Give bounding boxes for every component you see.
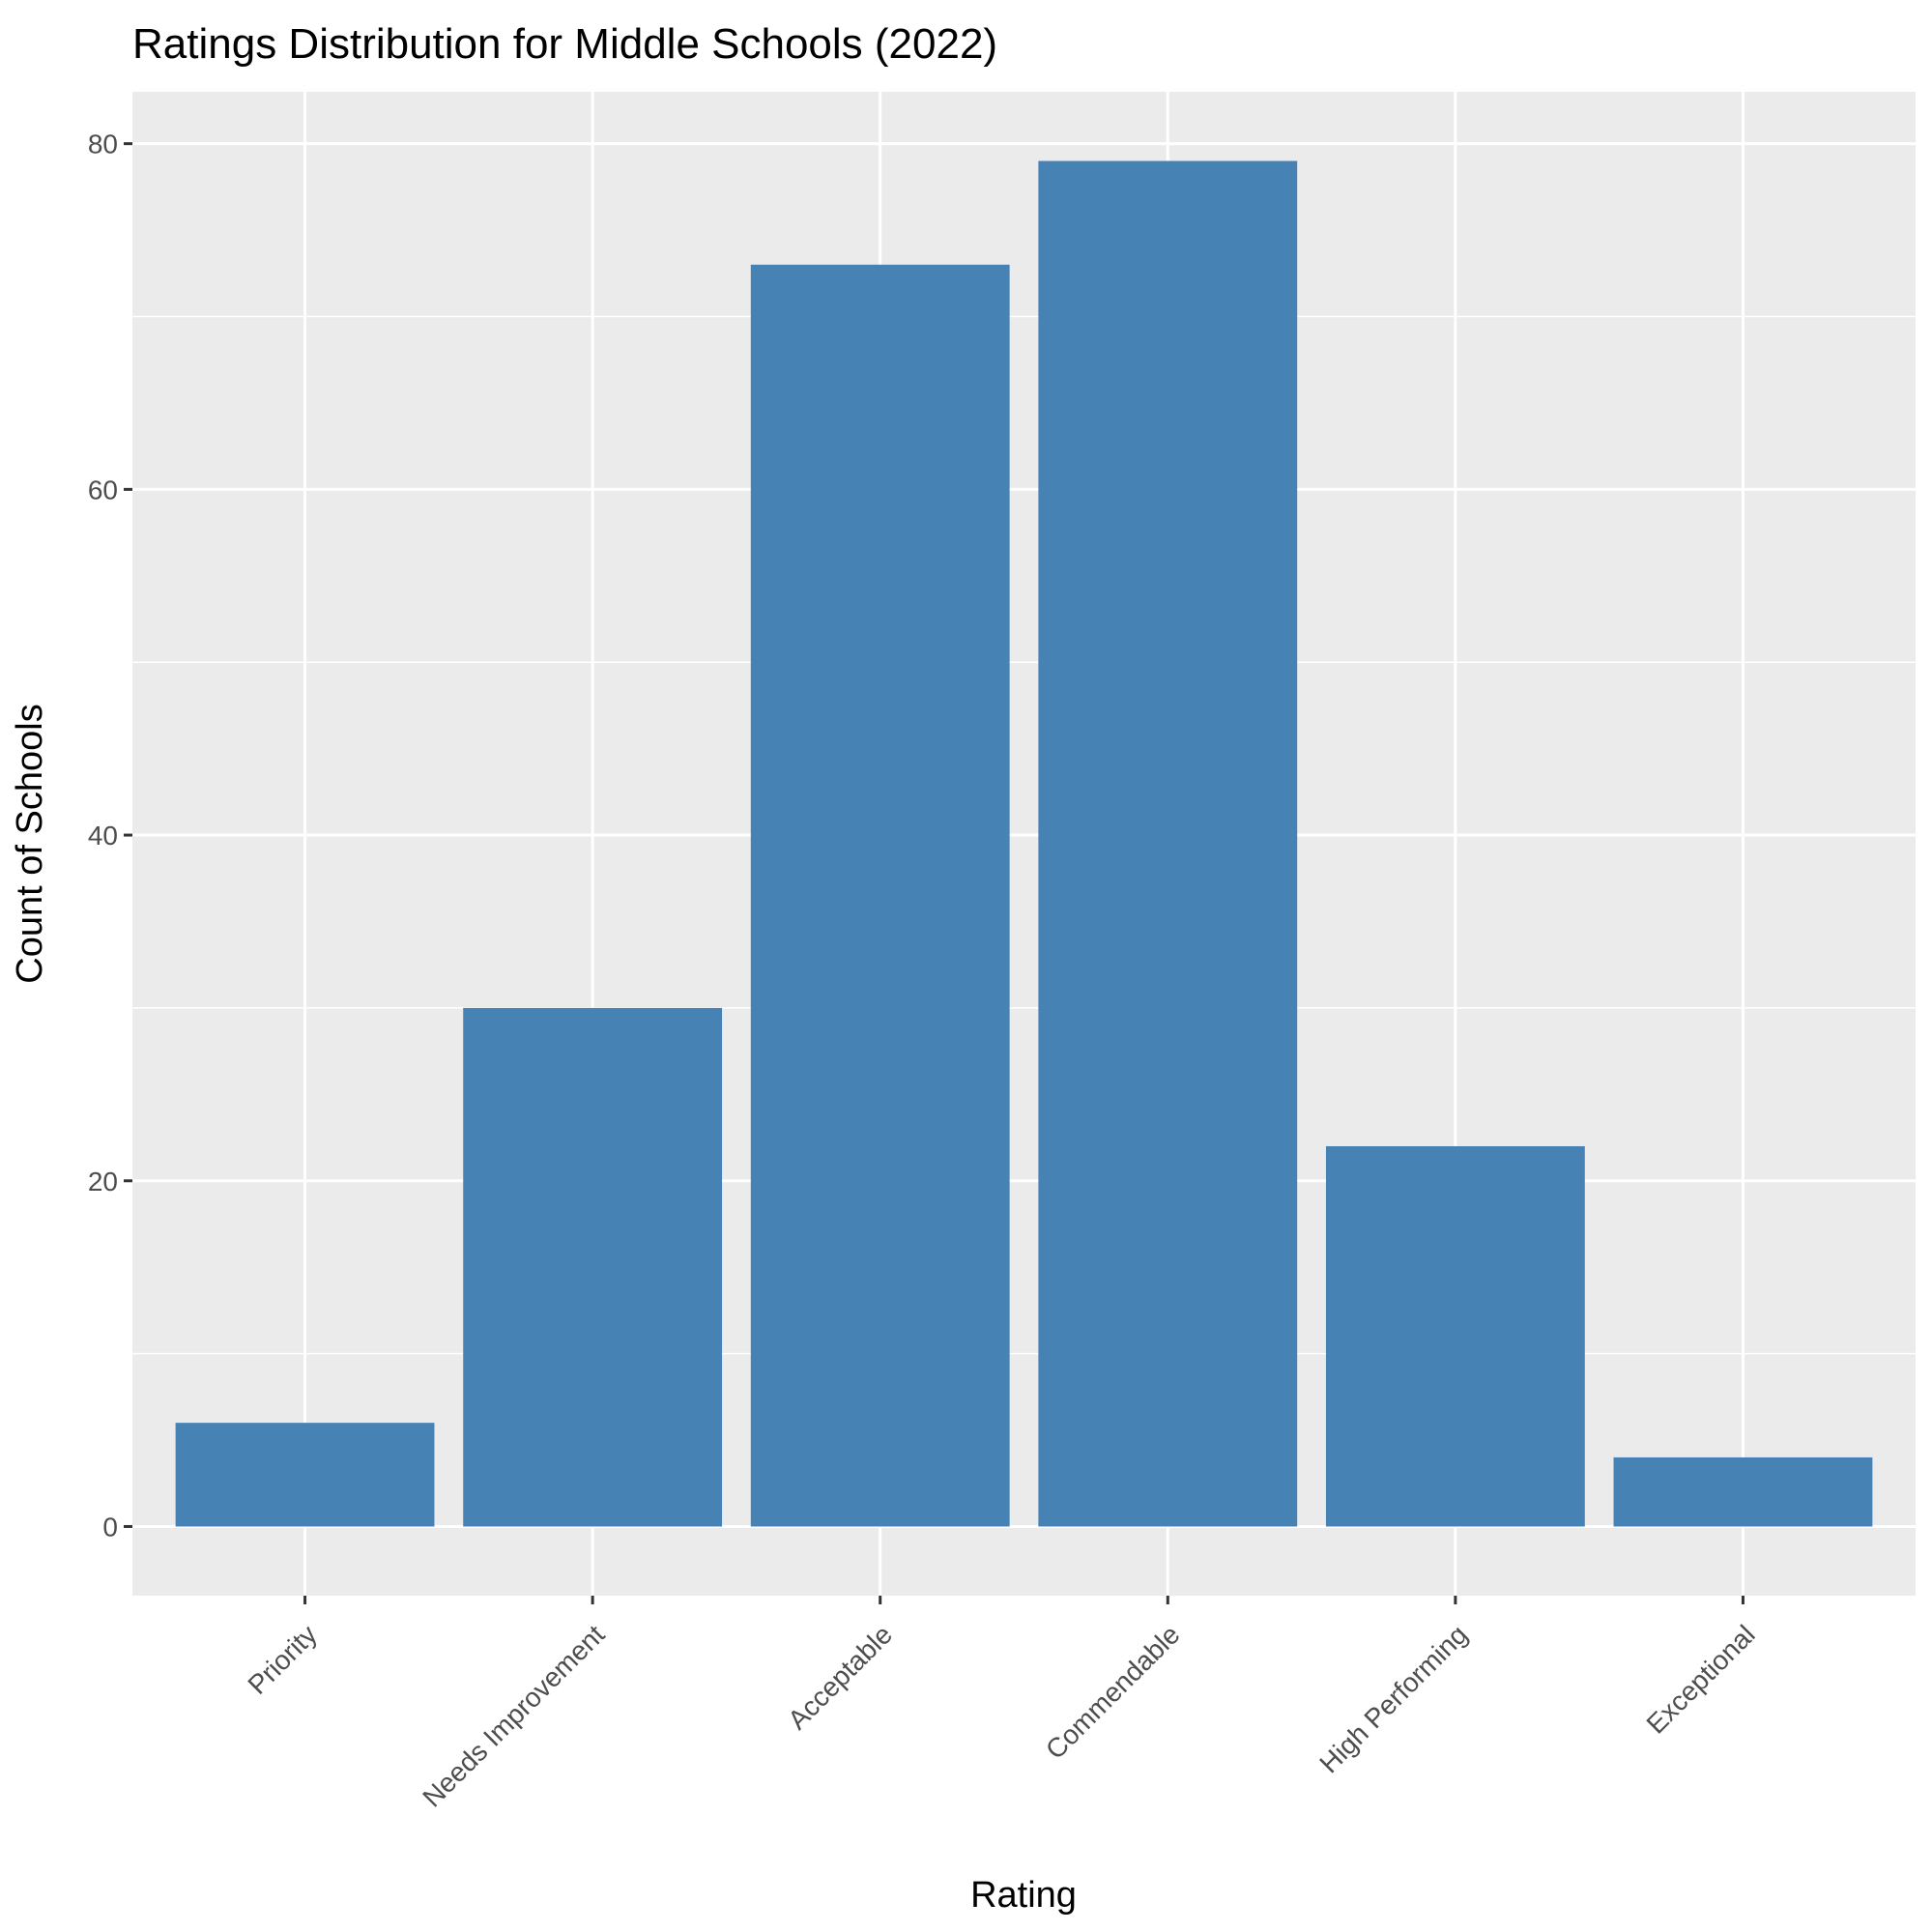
x-tick-label: High Performing bbox=[1313, 1619, 1473, 1778]
bar bbox=[463, 1007, 723, 1527]
bar bbox=[175, 1423, 435, 1527]
y-axis-title: Count of Schools bbox=[10, 704, 50, 983]
y-tick-label: 20 bbox=[88, 1167, 118, 1197]
minor-gridlines bbox=[132, 315, 1916, 1355]
x-tick-label: Needs Improvement bbox=[417, 1619, 610, 1812]
bar bbox=[1325, 1145, 1585, 1527]
y-tick-label: 0 bbox=[102, 1512, 118, 1542]
x-axis-title: Rating bbox=[970, 1875, 1077, 1916]
chart-title: Ratings Distribution for Middle Schools … bbox=[132, 20, 997, 68]
x-axis: Priority Needs Improvement Acceptable Comme… bbox=[242, 1596, 1761, 1813]
y-tick-label: 40 bbox=[88, 821, 118, 851]
bars bbox=[175, 160, 1873, 1527]
y-tick-label: 80 bbox=[88, 130, 118, 159]
y-tick-label: 60 bbox=[88, 475, 118, 505]
bar bbox=[1613, 1456, 1873, 1527]
y-axis: 0 20 40 60 80 bbox=[88, 130, 132, 1542]
x-tick-label: Exceptional bbox=[1641, 1619, 1761, 1739]
plot-panel bbox=[132, 92, 1916, 1596]
bar bbox=[750, 264, 1010, 1527]
bar bbox=[1038, 160, 1298, 1527]
x-tick-label: Priority bbox=[242, 1619, 323, 1700]
x-tick-label: Acceptable bbox=[782, 1619, 898, 1735]
x-tick-label: Commendable bbox=[1040, 1619, 1186, 1765]
